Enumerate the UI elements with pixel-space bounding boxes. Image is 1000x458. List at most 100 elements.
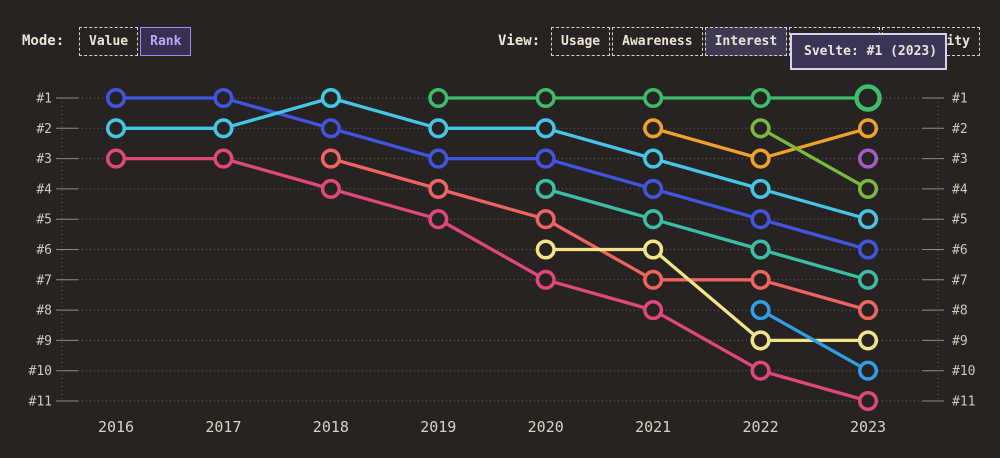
mode-rank-button[interactable]: Rank (140, 27, 192, 56)
data-point-cyan-2020[interactable] (535, 118, 556, 139)
rank-label-left: #11 (29, 395, 52, 410)
data-point-teal-2020[interactable] (535, 178, 556, 199)
view-awareness-button[interactable]: Awareness (612, 27, 703, 56)
data-point-orange-2021[interactable] (643, 118, 664, 139)
rank-label-left: #7 (36, 273, 52, 288)
data-point-orange-2023[interactable] (857, 118, 879, 139)
axis-ticks (56, 97, 944, 402)
data-point-royal-blue-2020[interactable] (535, 148, 556, 169)
series-line-cyan (116, 96, 869, 221)
data-point-cyan-2017[interactable] (213, 118, 234, 139)
data-point-cyan-2016[interactable] (105, 118, 127, 139)
rank-label-right: #6 (952, 243, 968, 258)
rank-axis-labels: #1 #1 #2 #2 #3 #3 #4 #4 #5 #5 #6 #6 #7 #7 #8 #8 #9 #9 #10 #… (29, 92, 976, 410)
data-point-royal-blue-2022[interactable] (750, 209, 771, 230)
series-orange (643, 118, 879, 169)
data-point-pink-2018[interactable] (320, 178, 341, 199)
rank-label-right: #11 (952, 395, 975, 410)
rank-label-right: #10 (952, 364, 975, 379)
rank-label-left: #10 (29, 364, 52, 379)
year-label: 2016 (98, 418, 134, 436)
data-point-cyan-2023[interactable] (857, 209, 879, 230)
data-point-coral-2021[interactable] (643, 269, 664, 290)
data-point-sky-blue-2023[interactable] (857, 360, 879, 381)
data-point-cyan-2021[interactable] (643, 148, 664, 169)
series-line-olive-green (759, 126, 869, 191)
data-point-pink-2020[interactable] (535, 269, 556, 290)
mode-value-button[interactable]: Value (79, 27, 139, 56)
view-label: View: (498, 33, 541, 49)
series-line-coral (330, 157, 869, 312)
data-point-svelte-green-2019[interactable] (428, 87, 449, 109)
data-point-royal-blue-2017[interactable] (213, 87, 234, 109)
rank-label-left: #4 (36, 182, 52, 197)
data-point-pink-2016[interactable] (105, 148, 127, 169)
data-point-yellow-2021[interactable] (643, 239, 664, 260)
data-point-sky-blue-2022[interactable] (750, 300, 771, 321)
data-point-coral-2018[interactable] (320, 148, 341, 169)
year-label: 2022 (743, 418, 779, 436)
rank-label-left: #1 (36, 92, 52, 107)
data-point-yellow-2020[interactable] (535, 239, 556, 260)
data-point-coral-2020[interactable] (535, 209, 556, 230)
data-point-teal-2023[interactable] (857, 269, 879, 290)
data-point-pink-2021[interactable] (643, 300, 664, 321)
data-point-yellow-2022[interactable] (750, 330, 771, 351)
hover-tooltip: Svelte: #1 (2023) (790, 33, 947, 70)
data-point-royal-blue-2018[interactable] (320, 118, 341, 139)
year-label: 2020 (528, 418, 564, 436)
data-point-cyan-2022[interactable] (750, 178, 771, 199)
data-point-pink-2022[interactable] (750, 360, 771, 381)
data-point-pink-2023[interactable] (857, 390, 879, 412)
rank-label-left: #9 (36, 334, 52, 349)
gridlines (62, 97, 938, 402)
series-sky-blue (750, 300, 879, 381)
rank-label-left: #3 (36, 152, 52, 167)
rank-label-right: #3 (952, 152, 968, 167)
data-point-teal-2022[interactable] (750, 239, 771, 260)
rank-label-right: #4 (952, 182, 968, 197)
rank-label-right: #8 (952, 304, 968, 319)
year-axis-labels: 2016 2017 2018 2019 2020 2021 2022 2023 (98, 418, 886, 436)
data-point-svelte-green-2021[interactable] (643, 87, 664, 109)
view-interest-button[interactable]: Interest (704, 27, 788, 56)
year-label: 2023 (850, 418, 886, 436)
data-point-yellow-2023[interactable] (857, 330, 879, 351)
series-yellow (535, 239, 879, 351)
data-point-olive-green-2022[interactable] (750, 118, 771, 139)
data-point-royal-blue-2021[interactable] (643, 178, 664, 199)
rank-label-right: #5 (952, 213, 968, 228)
data-point-coral-2023[interactable] (857, 300, 879, 321)
data-point-royal-blue-2016[interactable] (105, 87, 127, 109)
year-label: 2021 (635, 418, 671, 436)
data-point-purple-2023[interactable] (857, 148, 879, 169)
data-point-cyan-2019[interactable] (428, 118, 449, 139)
series-line-royal-blue (116, 96, 869, 252)
data-point-coral-2022[interactable] (750, 269, 771, 290)
year-label: 2019 (420, 418, 456, 436)
data-point-orange-2022[interactable] (750, 148, 771, 169)
year-label: 2017 (205, 418, 241, 436)
data-point-svelte-green-2023[interactable] (854, 84, 882, 112)
series-teal (535, 178, 879, 290)
data-point-cyan-2018[interactable] (320, 87, 341, 109)
data-point-royal-blue-2023[interactable] (857, 239, 879, 260)
data-point-svelte-green-2020[interactable] (535, 87, 556, 109)
data-point-pink-2019[interactable] (428, 209, 449, 230)
data-point-coral-2019[interactable] (428, 178, 449, 199)
mode-button-group: Value Rank (79, 27, 192, 56)
data-point-olive-green-2023[interactable] (857, 178, 879, 199)
rank-label-left: #6 (36, 243, 52, 258)
data-point-teal-2021[interactable] (643, 209, 664, 230)
series-line-pink (116, 156, 869, 403)
series-purple (857, 148, 879, 169)
rank-label-right: #2 (952, 122, 968, 137)
view-usage-button[interactable]: Usage (551, 27, 611, 56)
data-point-pink-2017[interactable] (213, 148, 234, 169)
series-coral (320, 148, 879, 321)
data-point-royal-blue-2019[interactable] (428, 148, 449, 169)
rank-label-right: #9 (952, 334, 968, 349)
data-point-svelte-green-2022[interactable] (750, 87, 771, 109)
